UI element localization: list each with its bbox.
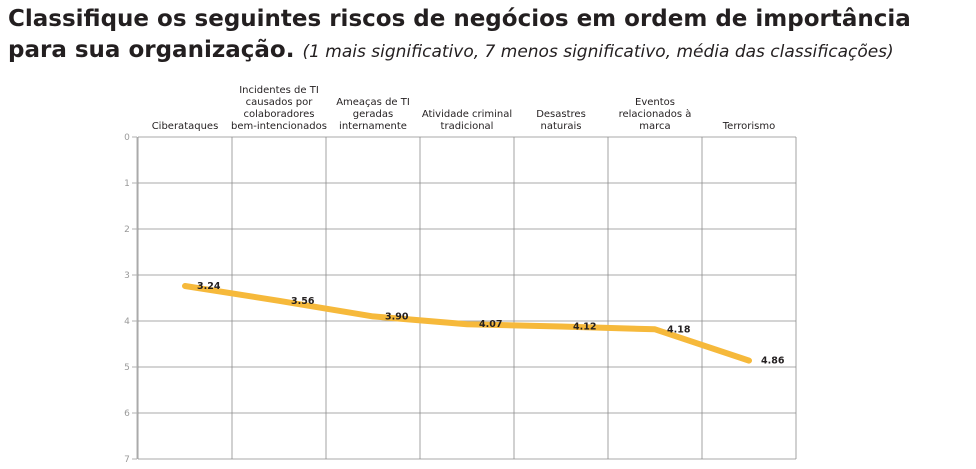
data-label: 3.24 [197, 281, 221, 292]
data-label: 4.12 [573, 322, 596, 333]
category-label: Incidentes de TI causados por colaboradore… [231, 85, 327, 132]
chart-title: Classifique os seguintes riscos de negóc… [8, 4, 973, 68]
grid-layer [137, 136, 797, 460]
y-tick-label: 2 [124, 225, 130, 235]
data-label: 4.07 [479, 319, 502, 330]
y-tick-label: 0 [124, 133, 130, 143]
chart-title-text: Classifique os seguintes riscos de negóc… [8, 6, 911, 63]
chart-subtitle: (1 mais significativo, 7 menos significa… [302, 42, 894, 62]
y-tick-label: 4 [124, 317, 130, 327]
y-tick-label: 5 [124, 363, 130, 373]
data-label: 4.86 [761, 356, 785, 367]
category-label: Terrorismo [722, 121, 775, 132]
data-label: 3.90 [385, 311, 409, 322]
series-line [182, 283, 752, 364]
category-label: Ciberataques [152, 121, 219, 132]
data-label: 4.18 [667, 324, 691, 335]
y-tick-label: 7 [124, 455, 130, 465]
category-label: Eventos relacionados à marca [619, 97, 692, 132]
y-tick-label: 3 [124, 271, 130, 281]
series-layer [182, 283, 752, 364]
category-label: Desastres naturais [536, 109, 586, 132]
y-tick-label: 6 [124, 409, 130, 419]
x-axis-categories: Ciberataques Incidentes de TI causados por… [152, 85, 776, 132]
data-labels: 3.24 3.56 3.90 4.07 4.12 4.18 4.86 [197, 281, 785, 367]
y-axis: 0 1 2 3 4 5 6 7 [124, 133, 138, 465]
category-label: Atividade criminal tradicional [422, 109, 512, 132]
y-tick-label: 1 [124, 179, 130, 189]
category-label: Ameaças de TI geradas internamente [336, 97, 410, 132]
data-label: 3.56 [291, 296, 315, 307]
